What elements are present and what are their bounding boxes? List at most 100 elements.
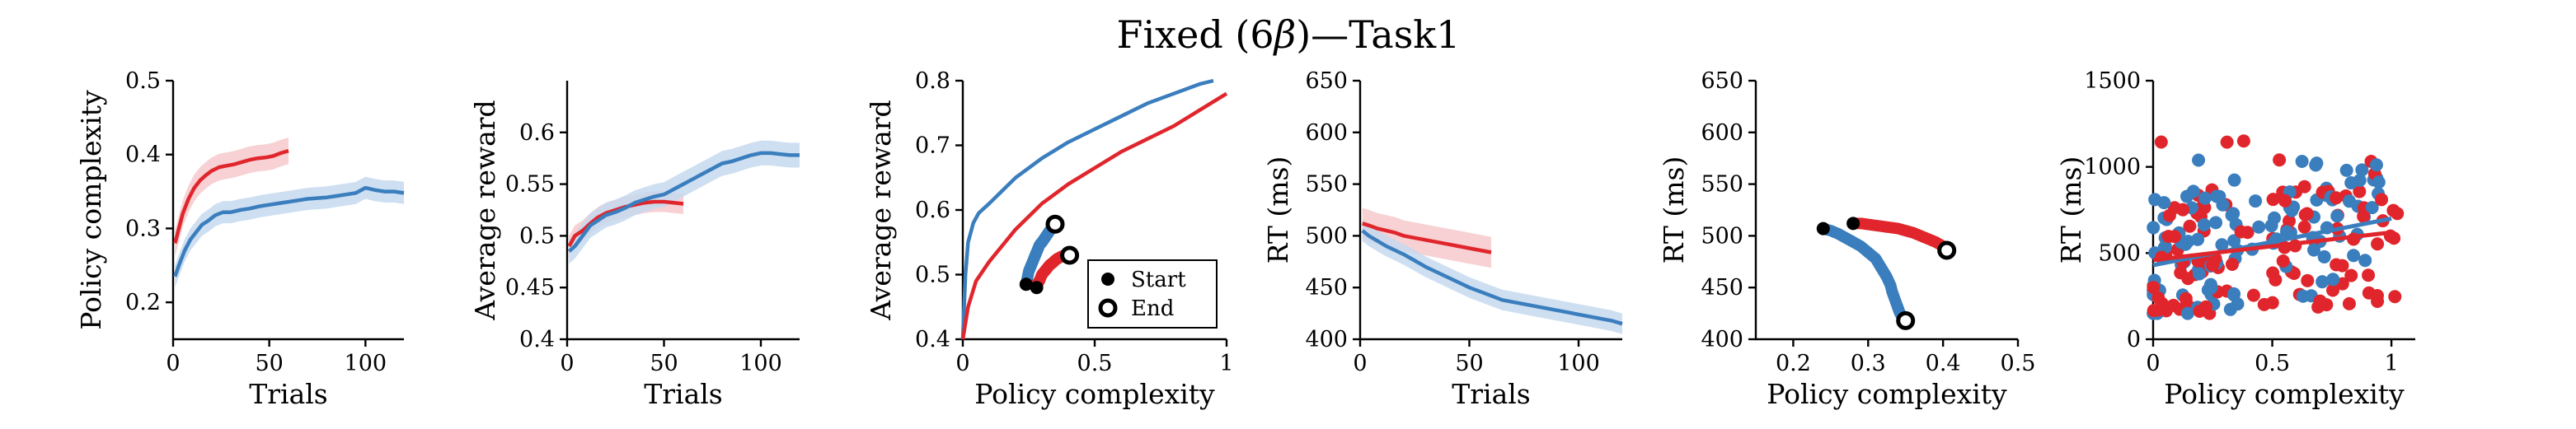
scatter-point-blue [2285, 203, 2299, 217]
x-tick-label: 1 [1219, 351, 1233, 376]
series-band-blue [569, 140, 800, 264]
scatter-point-red [2246, 288, 2260, 302]
scatter-point-red [2152, 303, 2166, 317]
y-axis-label: Average reward [469, 100, 501, 320]
scatter-point-red [2297, 180, 2311, 194]
scatter-point-blue [2227, 173, 2241, 187]
scatter-point-red [2154, 135, 2168, 149]
x-tick-label: 100 [345, 351, 387, 376]
series-band-blue [175, 176, 405, 288]
x-tick-label: 50 [650, 351, 678, 376]
x-tick-label: 1 [2384, 351, 2398, 376]
y-tick-label: 650 [1305, 68, 1348, 94]
scatter-point-red [2362, 268, 2376, 282]
y-axis-label: RT (ms) [1262, 156, 1294, 264]
scatter-point-blue [2227, 287, 2241, 301]
scatter-point-red [2220, 135, 2234, 149]
scatter-point-blue [2223, 302, 2237, 316]
y-tick-label: 500 [1701, 223, 1743, 249]
x-tick-label: 0 [2146, 351, 2160, 376]
series-line-blue [1361, 229, 1623, 326]
scatter-point-blue [2317, 249, 2331, 263]
scatter-point-red [2375, 193, 2389, 207]
scatter-point-blue [2353, 174, 2367, 188]
scatter-point-blue [2215, 238, 2229, 252]
y-tick-label: 0.45 [505, 275, 555, 301]
scatter-point-red [2371, 237, 2385, 251]
start-point [1846, 217, 1860, 231]
x-tick-label: 0 [1353, 351, 1367, 376]
scatter-point-blue [2307, 243, 2321, 257]
x-tick-label: 0 [955, 351, 969, 376]
scatter-point-red [2297, 220, 2311, 234]
series-line-red [173, 149, 289, 244]
scatter-point-red [2183, 219, 2197, 233]
legend: Start End [1087, 259, 1218, 329]
scatter-point-blue [2295, 155, 2309, 169]
y-axis-label: Policy complexity [75, 90, 107, 330]
scatter-point-blue [2326, 273, 2340, 287]
y-tick-label: 0.6 [519, 120, 555, 146]
scatter-point-red [2273, 153, 2287, 167]
scatter-point-blue [2226, 207, 2241, 221]
y-tick-label: 0.5 [125, 68, 161, 94]
y-tick-label: 0.4 [915, 327, 950, 352]
scatter-point-blue [2209, 216, 2223, 230]
x-tick-label: 0.2 [1776, 351, 1811, 376]
scatter-point-red [2236, 134, 2250, 148]
y-tick-label: 550 [1701, 172, 1743, 198]
scatter-point-red [2176, 203, 2190, 217]
series-line-red [1362, 221, 1492, 254]
scatter-point-blue [2347, 249, 2361, 263]
subplot-b: 0 50 100 0.4 0.45 0.5 0.55 0.6 Trials Average rew… [469, 81, 800, 410]
series-band-blue [1362, 220, 1622, 334]
scatter-point-blue [2192, 267, 2206, 281]
scatter-point-red [2326, 283, 2340, 297]
y-tick-label: 0.5 [915, 263, 950, 288]
x-axis-label: Policy complexity [1767, 378, 2007, 410]
scatter-point-blue [2358, 254, 2372, 268]
series-line-blue [567, 151, 800, 253]
legend-start-marker [1101, 273, 1114, 286]
scatter-point-blue [2339, 163, 2353, 177]
x-tick-label: 0.5 [1077, 351, 1113, 376]
scatter-point-red [2276, 254, 2290, 268]
y-tick-label: 0.55 [505, 172, 555, 198]
series-band-red [175, 138, 289, 257]
y-tick-label: 0.2 [125, 290, 161, 315]
y-tick-label: 1500 [2084, 68, 2141, 94]
y-tick-label: 600 [1701, 120, 1743, 146]
scatter-point-red [2166, 298, 2180, 312]
y-tick-label: 400 [1701, 327, 1743, 352]
frontier-curve-red [960, 91, 1228, 340]
y-tick-label: 0.8 [915, 68, 950, 94]
scatter-point-blue [2252, 220, 2266, 234]
axes-spine [1754, 81, 2018, 341]
scatter-point-red [2162, 208, 2176, 222]
y-tick-label: 1000 [2084, 155, 2141, 180]
scatter-point-red [2266, 193, 2280, 207]
scatter-point-blue [2355, 163, 2369, 177]
subplot-c: 0 0.5 1 0.4 0.5 0.6 0.7 0.8 Policy complexity Ave… [865, 68, 1234, 410]
start-point [1816, 221, 1830, 235]
end-point [1896, 310, 1916, 330]
x-tick-label: 100 [739, 351, 782, 376]
frontier-curve-blue [960, 78, 1214, 340]
scatter-point-red [2301, 273, 2315, 287]
y-tick-label: 500 [1305, 223, 1348, 249]
scatter-point-red [2313, 294, 2327, 308]
figure-title: Fixed (6β)—Task1 [1117, 12, 1461, 57]
scatter-point-red [2199, 300, 2213, 314]
y-axis-label: Average reward [865, 100, 897, 320]
scatter-point-blue [2369, 158, 2383, 172]
y-tick-label: 0.6 [915, 198, 950, 223]
legend-start-label: Start [1131, 268, 1186, 292]
scatter-point-blue [2309, 158, 2323, 172]
subplot-e: 0.2 0.3 0.4 0.5 400 450 500 550 600 650 Policy com… [1658, 68, 2035, 410]
scatter-point-blue [2365, 201, 2379, 215]
scatter-point-blue [2280, 225, 2294, 239]
scatter-point-blue [2192, 153, 2206, 167]
scatter-point-red [2391, 207, 2405, 221]
y-tick-label: 0.3 [125, 216, 161, 241]
